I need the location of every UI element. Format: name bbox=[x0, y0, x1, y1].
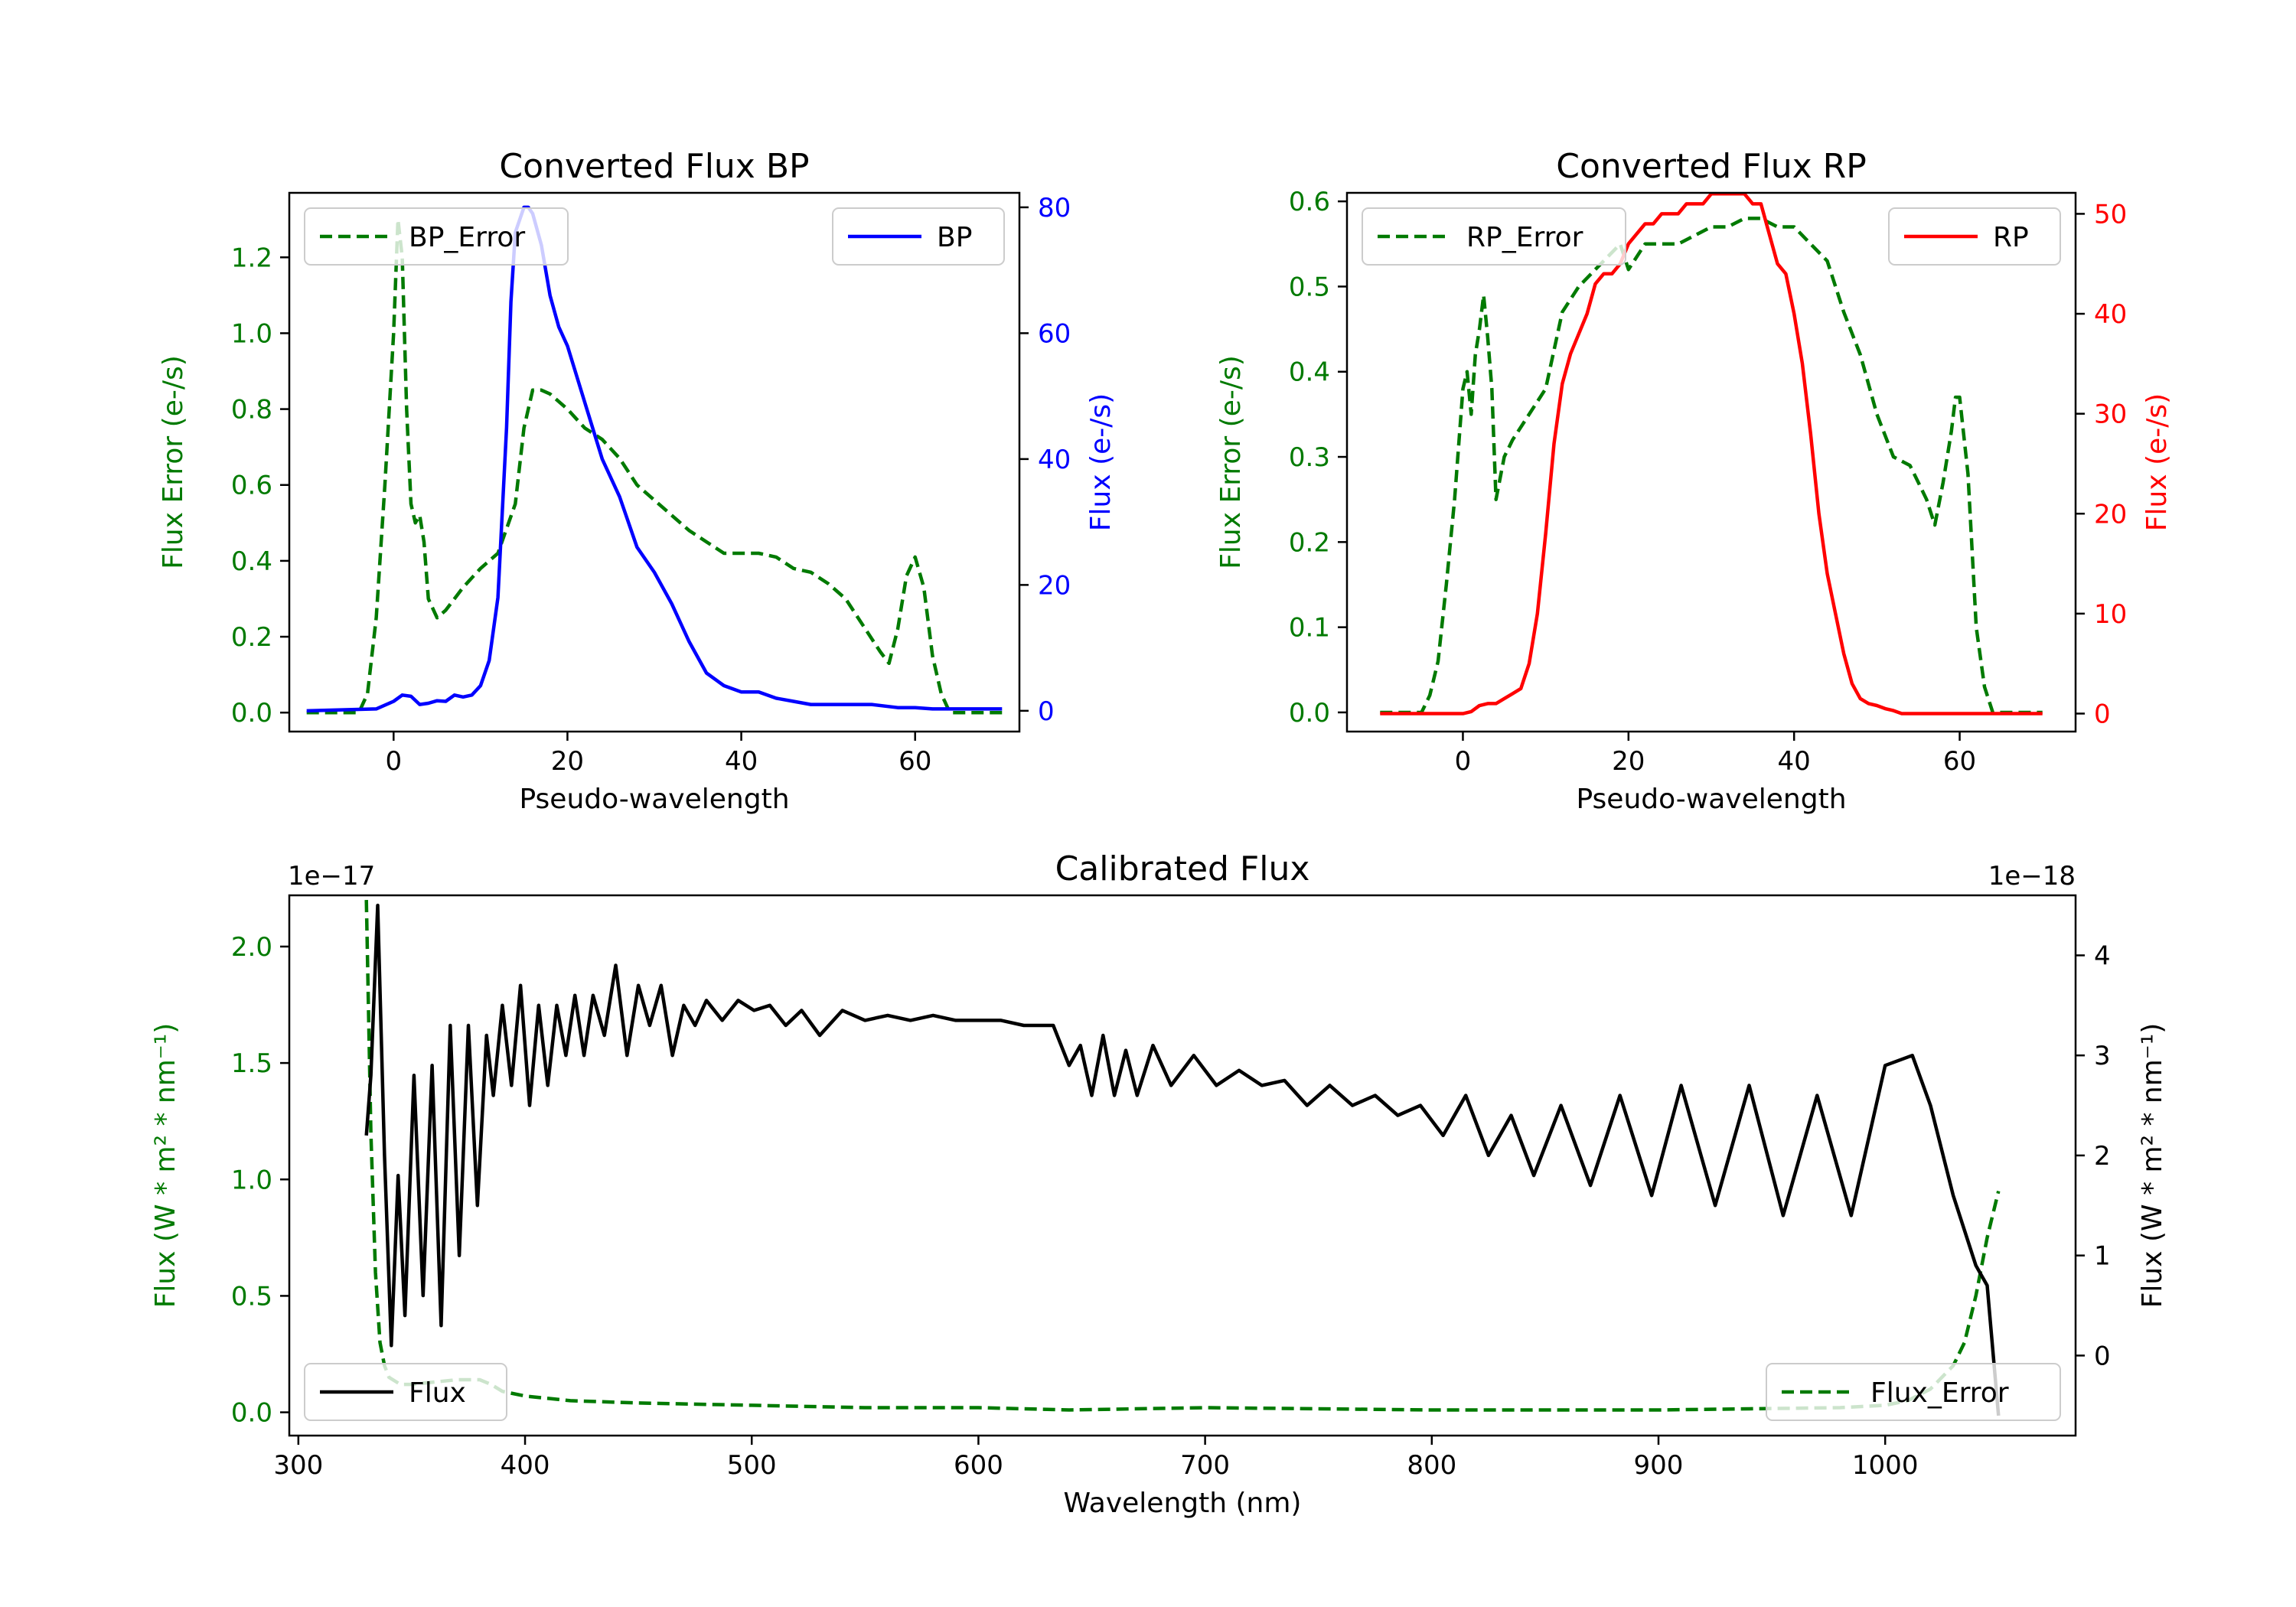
y-left-tick-label: 0.5 bbox=[1289, 272, 1330, 302]
y-right-tick-label: 0 bbox=[2094, 1341, 2111, 1371]
y-right-tick-label: 60 bbox=[1038, 318, 1071, 349]
x-axis-label: Wavelength (nm) bbox=[1064, 1488, 1302, 1519]
y-right-axis-label: Flux (e-/s) bbox=[1085, 393, 1117, 531]
legend-bp: BP bbox=[832, 207, 1005, 266]
y-left-axis-label: Flux Error (e-/s) bbox=[158, 355, 189, 569]
y-left-tick-label: 0.0 bbox=[231, 698, 272, 729]
y-right-tick-label: 30 bbox=[2094, 399, 2127, 430]
y-left-tick-label: 0.2 bbox=[231, 622, 272, 653]
chart-title: Calibrated Flux bbox=[1055, 849, 1310, 888]
y-left-tick-label: 0.5 bbox=[231, 1281, 272, 1312]
y-right-tick-label: 1 bbox=[2094, 1241, 2111, 1272]
y-left-tick-label: 0.3 bbox=[1289, 442, 1330, 473]
x-tick-label: 500 bbox=[727, 1450, 777, 1481]
x-tick-label: 40 bbox=[1778, 746, 1811, 777]
y-left-tick-label: 0.8 bbox=[231, 395, 272, 425]
legend-rp-error: RP_Error bbox=[1362, 207, 1626, 266]
x-tick-label: 1000 bbox=[1852, 1450, 1919, 1481]
y-left-tick-label: 0.4 bbox=[231, 546, 272, 577]
x-axis-label: Pseudo-wavelength bbox=[519, 784, 789, 815]
y-left-tick-label: 0.1 bbox=[1289, 613, 1330, 644]
y-right-tick-label: 20 bbox=[1038, 570, 1071, 601]
chart-bp: Converted Flux BP 0 20 40 60 0.0 0.2 0.4 0.6 0.8 1… bbox=[158, 147, 1117, 815]
y-right-tick-label: 10 bbox=[2094, 599, 2127, 630]
legend-flux-error: Flux_Error bbox=[1766, 1363, 2061, 1421]
series-line-bp-error bbox=[306, 217, 1003, 715]
y-right-tick-label: 4 bbox=[2094, 940, 2111, 971]
y-left-tick-label: 1.5 bbox=[231, 1048, 272, 1079]
series-line-rp-error bbox=[1380, 217, 2043, 715]
legend-bp-error: BP_Error bbox=[304, 207, 569, 266]
y-right-axis-label: Flux (e-/s) bbox=[2141, 393, 2173, 531]
series-line-rp bbox=[1380, 193, 2043, 715]
y-right-tick-label: 20 bbox=[2094, 499, 2127, 530]
legend-flux: Flux bbox=[304, 1363, 507, 1421]
x-tick-label: 800 bbox=[1407, 1450, 1456, 1481]
x-tick-label: 0 bbox=[385, 746, 402, 777]
y-right-tick-label: 50 bbox=[2094, 199, 2127, 230]
legend-label: Flux bbox=[409, 1377, 466, 1409]
plot-frame bbox=[1345, 191, 2077, 733]
legend-label: Flux_Error bbox=[1870, 1377, 2009, 1409]
x-tick-label: 20 bbox=[1612, 746, 1645, 777]
chart-title: Converted Flux RP bbox=[1556, 147, 1867, 186]
legend-label: BP_Error bbox=[409, 222, 525, 253]
x-tick-label: 400 bbox=[501, 1450, 550, 1481]
y-right-tick-label: 40 bbox=[2094, 299, 2127, 330]
x-tick-label: 300 bbox=[273, 1450, 323, 1481]
legend-label: RP_Error bbox=[1466, 222, 1583, 253]
legend-box bbox=[1362, 207, 1626, 266]
y-left-axis-label: Flux (W * m² * nm⁻¹) bbox=[150, 1023, 181, 1309]
y-left-tick-label: 1.0 bbox=[231, 1165, 272, 1195]
legend-rp: RP bbox=[1888, 207, 2061, 266]
y-right-tick-label: 3 bbox=[2094, 1041, 2111, 1071]
y-left-tick-label: 1.0 bbox=[231, 318, 272, 349]
y-right-axis-label: Flux (W * m² * nm⁻¹) bbox=[2137, 1023, 2168, 1309]
x-tick-label: 60 bbox=[899, 746, 931, 777]
x-axis-label: Pseudo-wavelength bbox=[1576, 784, 1846, 815]
y-left-tick-label: 0.6 bbox=[231, 471, 272, 501]
y-left-axis-label: Flux Error (e-/s) bbox=[1215, 355, 1247, 569]
y-left-tick-label: 1.2 bbox=[231, 243, 272, 273]
y-left-tick-label: 0.4 bbox=[1289, 357, 1330, 388]
y-right-tick-label: 80 bbox=[1038, 193, 1071, 223]
x-tick-label: 700 bbox=[1180, 1450, 1230, 1481]
legend-box bbox=[1766, 1363, 2061, 1421]
y-right-tick-label: 0 bbox=[1038, 696, 1055, 727]
y-left-tick-label: 0.0 bbox=[1289, 698, 1330, 729]
x-tick-label: 600 bbox=[954, 1450, 1003, 1481]
y-right-tick-label: 40 bbox=[1038, 445, 1071, 475]
legend-label: RP bbox=[1993, 222, 2029, 253]
chart-rp: Converted Flux RP 0 20 40 60 0.0 0.1 0.2 0.3 0.4 0… bbox=[1215, 147, 2173, 815]
y-right-tick-label: 0 bbox=[2094, 699, 2111, 729]
x-tick-label: 20 bbox=[551, 746, 584, 777]
series-line-bp bbox=[306, 205, 1003, 713]
legend-box bbox=[304, 207, 569, 266]
plot-frame bbox=[288, 191, 1021, 733]
series-line-flux-error bbox=[364, 900, 2001, 1412]
y-left-tick-label: 0.6 bbox=[1289, 187, 1330, 217]
legend-box bbox=[304, 1363, 507, 1421]
x-tick-label: 40 bbox=[725, 746, 758, 777]
series-line-flux bbox=[364, 903, 2001, 1416]
chart-cal: Calibrated Flux 300 400 500 600 700 800 900 1000… bbox=[150, 849, 2168, 1519]
y-left-tick-label: 0.2 bbox=[1289, 527, 1330, 558]
x-tick-label: 60 bbox=[1943, 746, 1976, 777]
y-right-tick-label: 2 bbox=[2094, 1141, 2111, 1172]
y-left-tick-label: 0.0 bbox=[231, 1398, 272, 1429]
x-tick-label: 0 bbox=[1455, 746, 1472, 777]
x-tick-label: 900 bbox=[1634, 1450, 1684, 1481]
y-left-offset-label: 1e−17 bbox=[288, 861, 375, 892]
y-right-offset-label: 1e−18 bbox=[1988, 861, 2076, 892]
plot-frame bbox=[288, 894, 2077, 1437]
legend-label: BP bbox=[937, 222, 972, 253]
chart-title: Converted Flux BP bbox=[499, 147, 809, 186]
y-left-tick-label: 2.0 bbox=[231, 932, 272, 963]
